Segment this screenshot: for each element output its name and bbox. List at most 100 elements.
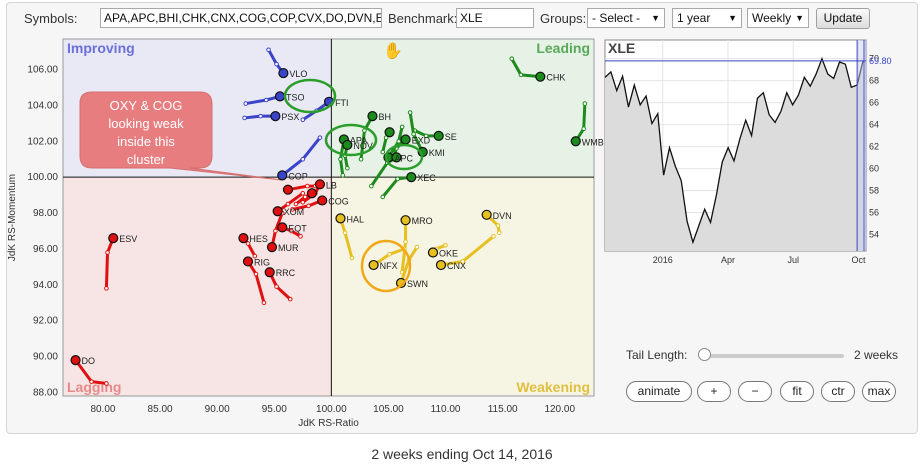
period-select[interactable]: 1 year ▼ xyxy=(672,8,742,28)
tail-point xyxy=(274,284,279,289)
groups-label: Groups: xyxy=(540,11,587,26)
head-do xyxy=(70,355,81,366)
tail-point xyxy=(495,223,501,228)
center-button[interactable]: ctr xyxy=(821,381,855,402)
leading-quadrant xyxy=(331,39,594,178)
x-axis-label: JdK RS-Ratio xyxy=(298,418,359,429)
tail-point xyxy=(358,156,364,162)
annotation-text-line: inside this xyxy=(117,134,175,149)
fit-button[interactable]: fit xyxy=(780,381,814,402)
tail-point xyxy=(338,156,343,162)
head-cvx xyxy=(391,152,402,163)
head-chk xyxy=(535,71,546,82)
xle-x-tick-label: Jul xyxy=(787,255,799,265)
xle-y-tick-label: 64 xyxy=(869,120,879,130)
tail-point xyxy=(287,296,293,302)
head-mro xyxy=(400,215,411,226)
update-button[interactable]: Update xyxy=(816,8,870,29)
animate-button[interactable]: animate xyxy=(626,381,692,402)
weakening-quadrant xyxy=(331,177,594,396)
plot-border xyxy=(62,38,595,397)
tail-point xyxy=(582,101,588,106)
zoom-in-button[interactable]: + xyxy=(697,381,731,402)
tail-point xyxy=(340,173,346,178)
max-button[interactable]: max xyxy=(862,381,896,402)
xle-tail-window xyxy=(857,40,866,251)
tail-point xyxy=(305,183,310,189)
xle-y-tick-label: 66 xyxy=(869,98,879,108)
xle-x-tick-label: 2016 xyxy=(653,255,673,265)
tail-point xyxy=(302,194,308,200)
y-tick-label: 96.00 xyxy=(33,244,58,255)
symbol-label: SWN xyxy=(407,279,428,289)
tail-point xyxy=(104,381,109,386)
annotation-text-line: OXY & COG xyxy=(110,98,183,113)
head-eqt xyxy=(277,222,288,233)
date-caption: 2 weeks ending Oct 14, 2016 xyxy=(371,446,553,462)
head-esv xyxy=(108,233,119,244)
symbol-label: HAL xyxy=(346,214,364,224)
tail-length-value: 2 weeks xyxy=(854,348,899,362)
tail-point xyxy=(491,234,496,239)
quadrant-label-weakening: Weakening xyxy=(516,379,590,395)
y-tick-label: 102.00 xyxy=(27,136,58,147)
symbol-label: FTI xyxy=(335,98,349,108)
symbols-label: Symbols: xyxy=(24,11,78,26)
benchmark-input[interactable]: XLE xyxy=(456,8,534,28)
head-se xyxy=(433,130,444,141)
head-swn xyxy=(395,277,407,289)
symbol-label: COG xyxy=(328,196,349,206)
symbol-label: XEC xyxy=(417,173,436,183)
x-tick-label: 110.00 xyxy=(431,404,461,415)
xle-y-tick-label: 68 xyxy=(869,76,879,86)
head-hes xyxy=(238,233,249,244)
groups-select[interactable]: - Select - ▼ xyxy=(587,8,665,28)
tail-point xyxy=(342,230,348,236)
tail-length-slider[interactable] xyxy=(698,348,711,361)
symbol-label: EXD xyxy=(412,135,431,145)
symbol-label: MRO xyxy=(412,216,433,226)
symbol-label: EQT xyxy=(288,223,307,233)
tail-point xyxy=(252,253,258,259)
y-tick-label: 100.00 xyxy=(27,172,58,183)
head-hal xyxy=(335,213,346,224)
xle-x-tick-label: Oct xyxy=(851,255,866,265)
tail-point xyxy=(258,113,263,119)
symbols-input[interactable]: APA,APC,BHI,CHK,CNX,COG,COP,CVX,DO,DVN,E xyxy=(100,8,382,28)
tail-point xyxy=(496,230,502,236)
symbol-label: RIG xyxy=(254,257,270,267)
period-select-value: 1 year xyxy=(677,11,711,25)
xle-y-tick-label: 54 xyxy=(869,230,879,240)
y-tick-label: 92.00 xyxy=(33,316,58,327)
head-cog xyxy=(317,195,328,206)
frequency-select[interactable]: Weekly ▼ xyxy=(747,8,809,28)
symbol-label: SE xyxy=(445,132,457,142)
x-tick-label: 85.00 xyxy=(148,404,173,415)
head-wmb xyxy=(570,136,581,147)
xle-title: XLE xyxy=(608,40,635,56)
quadrant-label-leading: Leading xyxy=(536,40,590,56)
head-mur xyxy=(266,242,278,253)
highlight-ellipse xyxy=(360,239,412,293)
y-tick-label: 90.00 xyxy=(33,352,58,363)
xle-price-line xyxy=(604,56,864,245)
tail-point xyxy=(395,176,400,182)
symbol-label: CNX xyxy=(447,261,466,271)
tail-point xyxy=(300,117,306,123)
symbol-label: HES xyxy=(249,234,268,244)
annotation-callout: OXY & COG looking weak inside this cluster xyxy=(79,91,283,181)
symbol-label: WMB xyxy=(582,137,604,147)
highlight-ellipse xyxy=(283,78,337,114)
zoom-out-button[interactable]: − xyxy=(738,381,772,402)
head-xom xyxy=(272,206,283,217)
tail-point xyxy=(245,241,251,246)
head-cop xyxy=(277,170,288,181)
symbol-label: LB xyxy=(326,180,337,190)
head-mpc xyxy=(282,184,294,195)
tail-point xyxy=(317,135,323,140)
tail-point xyxy=(349,255,355,261)
tail-point xyxy=(403,239,408,245)
tail-length-track[interactable] xyxy=(704,354,844,358)
tail-point xyxy=(243,101,249,106)
